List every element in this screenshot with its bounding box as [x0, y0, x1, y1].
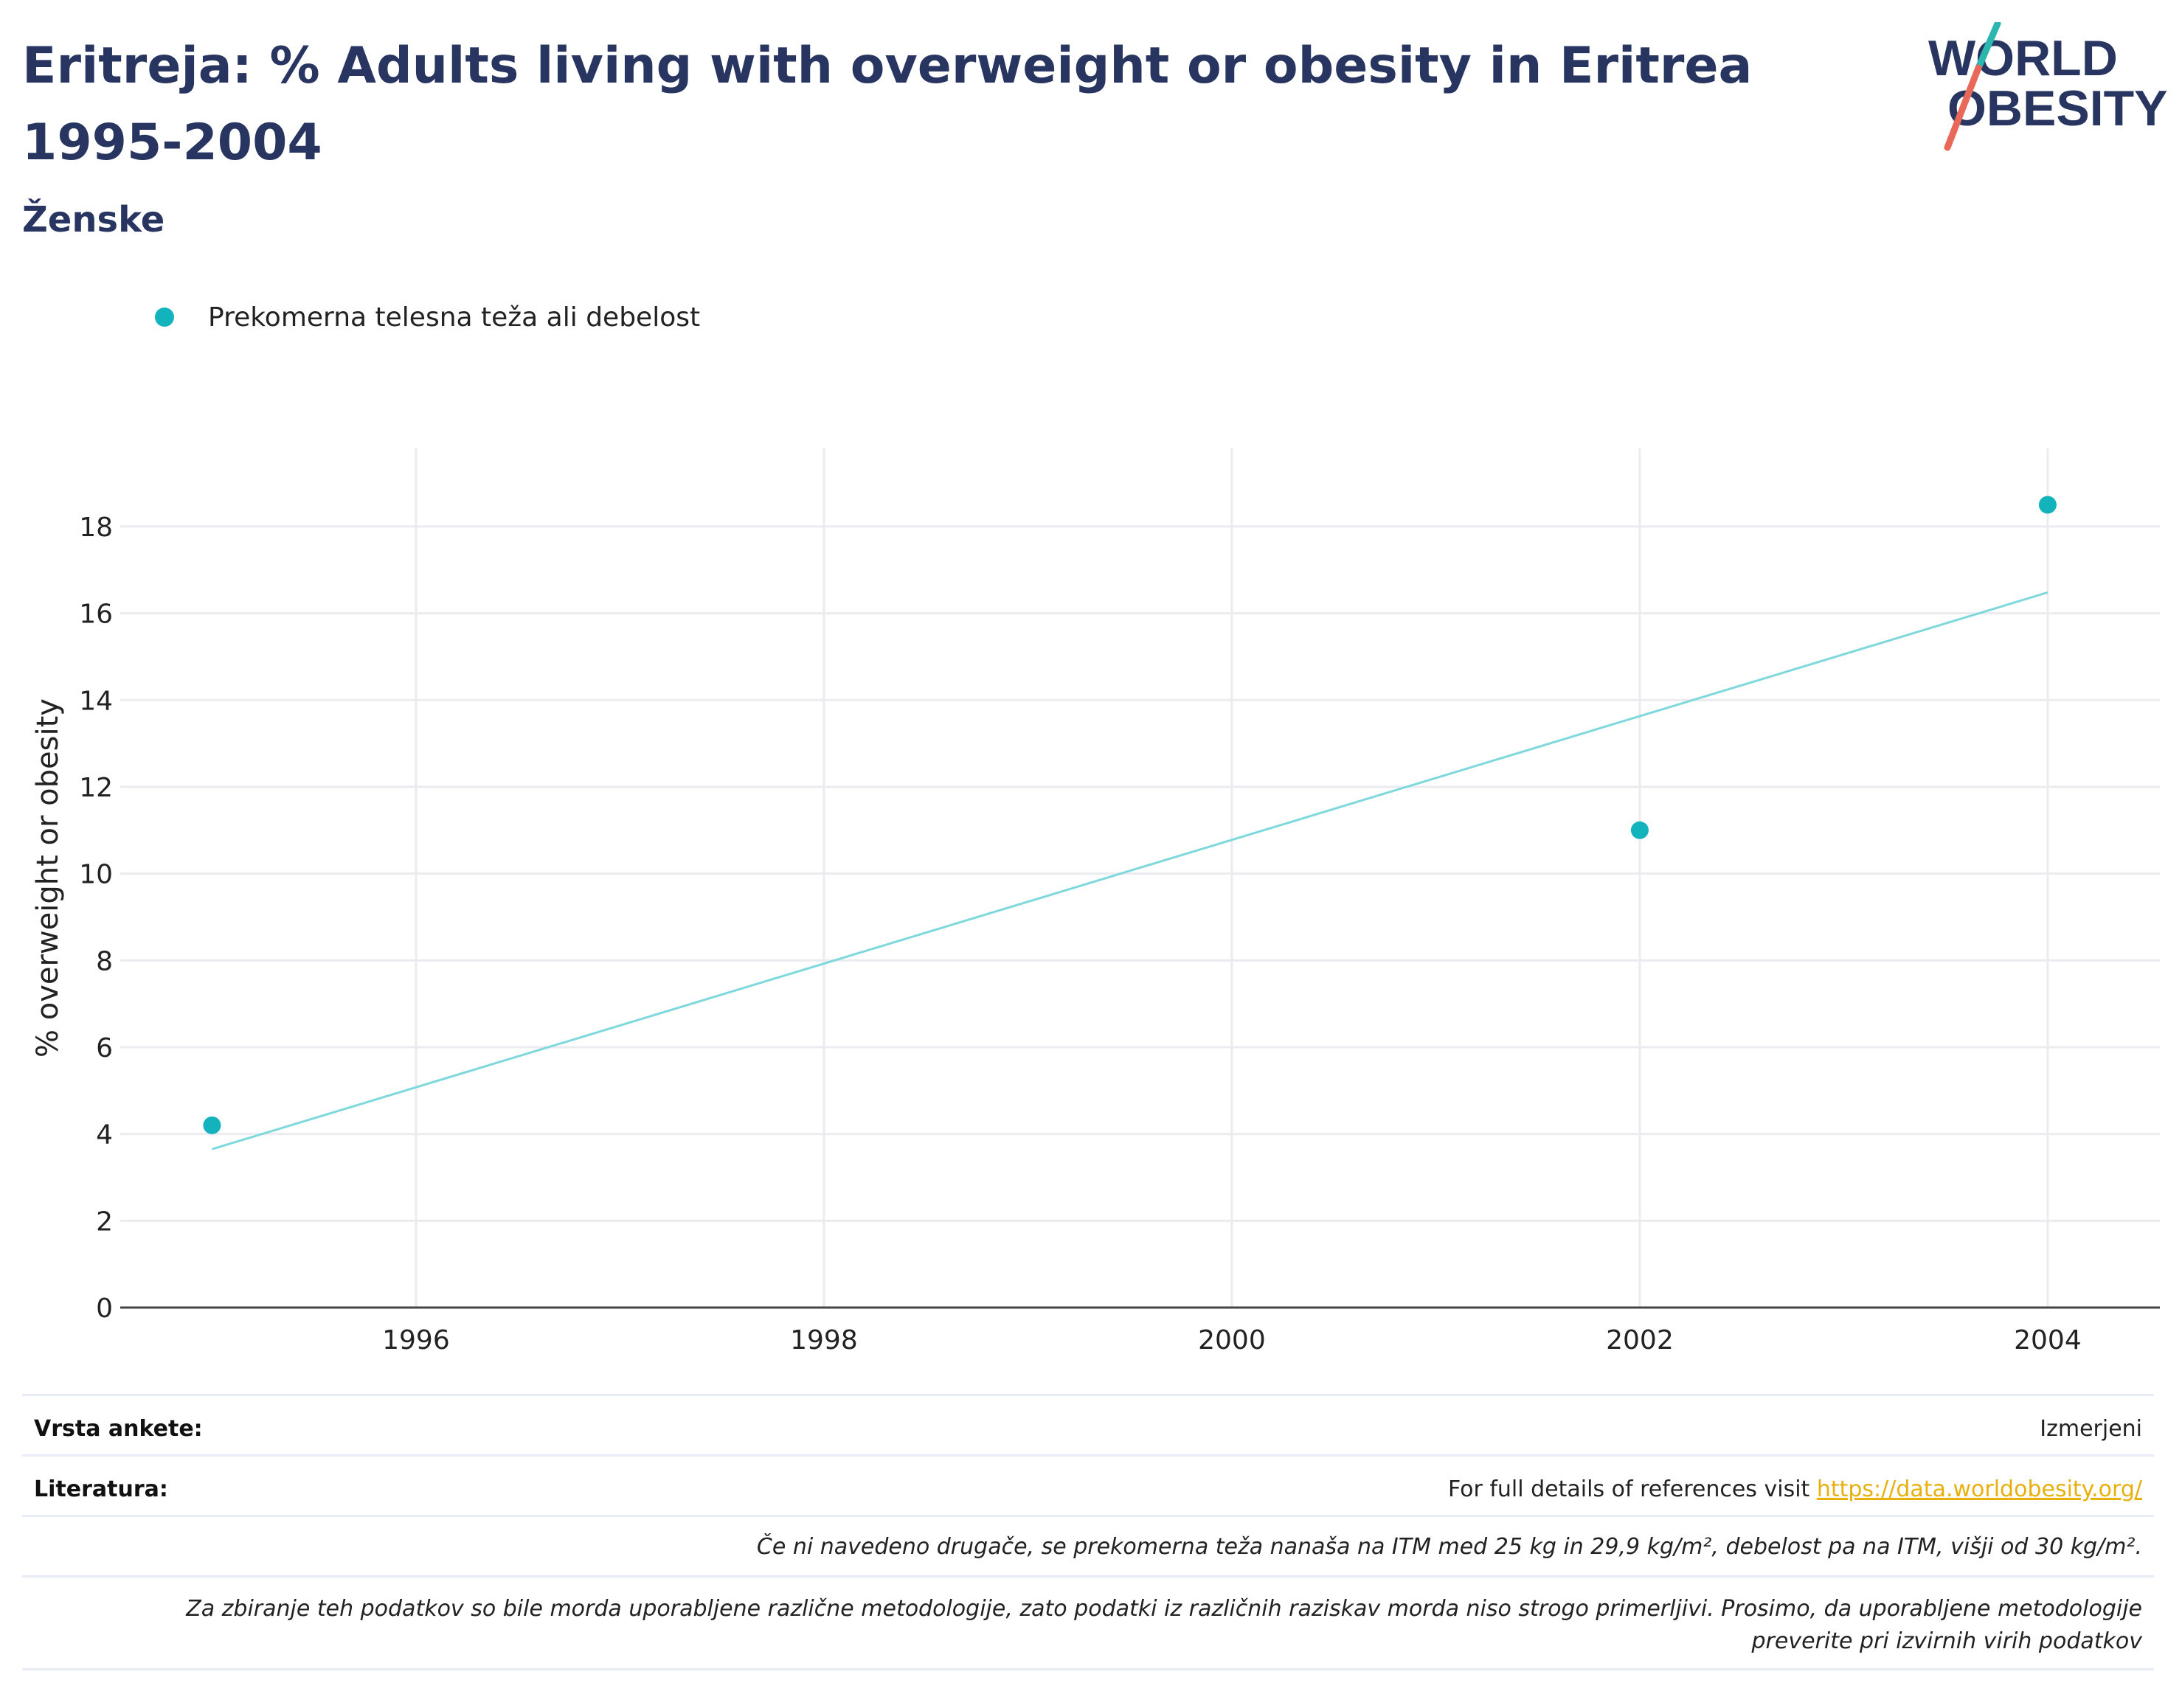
y-tick-label: 0: [96, 1294, 113, 1324]
y-tick-label: 14: [79, 686, 113, 716]
footer-divider-top: [22, 1394, 2154, 1396]
survey-type-row: Vrsta ankete: Izmerjeni: [22, 1416, 2154, 1445]
footer-divider: [22, 1515, 2154, 1517]
data-point: [1630, 821, 1649, 839]
method-note-line-2: preverite pri izvirnih virih podatkov: [1751, 1628, 2143, 1654]
data-point: [2038, 496, 2057, 514]
x-tick-label: 1996: [382, 1325, 450, 1355]
x-tick-label: 2000: [1198, 1325, 1266, 1355]
data-points-layer: [203, 496, 2057, 1134]
y-tick-label: 8: [96, 946, 113, 976]
legend-label: Prekomerna telesna teža ali debelost: [208, 302, 701, 333]
scatter-chart: 0 2 4 6 8 10 12 14 16 18 1996 1998 2000 2002 2004 % ov…: [31, 448, 2160, 1355]
logo-slash-top-icon: [1975, 22, 2001, 72]
y-tick-label: 16: [79, 600, 113, 630]
logo-slash-bottom-icon: [1944, 64, 1982, 151]
x-tick-label: 2002: [1606, 1325, 1674, 1355]
footer-divider: [22, 1454, 2154, 1457]
logo-text-world: WORLD: [1928, 30, 2118, 86]
x-tick-label: 1998: [790, 1325, 858, 1355]
grid-layer: [120, 448, 2160, 1308]
page-title: Eritreja: % Adults living with overweigh…: [22, 37, 1753, 172]
method-note-line-1: Za zbiranje teh podatkov so bile morda u…: [186, 1596, 2142, 1622]
chart-legend[interactable]: Prekomerna telesna teža ali debelost: [155, 295, 700, 339]
y-tick-label: 10: [79, 860, 113, 890]
references-label: Literatura:: [34, 1476, 168, 1502]
trend-line: [211, 591, 2048, 1150]
references-link[interactable]: https://data.worldobesity.org/: [1816, 1476, 2142, 1502]
footer-divider: [22, 1575, 2154, 1577]
survey-type-value: Izmerjeni: [2040, 1416, 2142, 1442]
trendline-layer: [211, 591, 2048, 1150]
survey-type-label: Vrsta ankete:: [34, 1416, 203, 1442]
axis-layer: 0 2 4 6 8 10 12 14 16 18 1996 1998 2000 2002 2004: [79, 513, 2160, 1355]
y-tick-label: 4: [96, 1120, 113, 1150]
references-text: For full details of references visit: [1447, 1476, 1817, 1502]
footer-divider-bottom: [22, 1668, 2154, 1670]
method-note-row: Za zbiranje teh podatkov so bile morda u…: [22, 1593, 2154, 1667]
references-value: For full details of references visit htt…: [1448, 1476, 2142, 1502]
definition-note: Če ni navedeno drugače, se prekomerna te…: [756, 1534, 2142, 1560]
y-tick-label: 2: [96, 1207, 113, 1237]
legend-marker-icon: [155, 308, 174, 327]
y-axis-title: % overweight or obesity: [31, 698, 65, 1058]
logo-text-obesity: OBESITY: [1947, 80, 2168, 136]
data-point: [203, 1116, 221, 1134]
definition-note-row: Če ni navedeno drugače, se prekomerna te…: [22, 1531, 2154, 1568]
y-tick-label: 18: [79, 513, 113, 543]
y-tick-label: 6: [96, 1033, 113, 1063]
x-tick-label: 2004: [2014, 1325, 2082, 1355]
y-tick-label: 12: [79, 773, 113, 803]
world-obesity-logo[interactable]: WORLD OBESITY: [1918, 22, 2169, 155]
chart-subtitle: Ženske: [22, 199, 165, 240]
references-row: Literatura: For full details of referenc…: [22, 1476, 2154, 1506]
